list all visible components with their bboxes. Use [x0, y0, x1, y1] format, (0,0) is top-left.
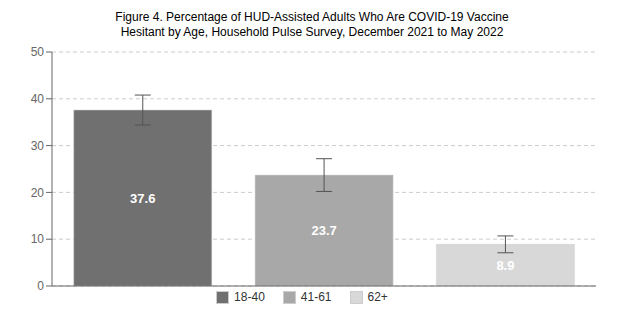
html-text:Figure 4. Percentage of HUD-As: Figure 4. Percentage of HUD-Assisted Adu…	[115, 10, 509, 24]
svg-text:50: 50	[31, 45, 45, 59]
svg-text:0: 0	[37, 279, 44, 293]
html-text:41-61: 41-61	[300, 290, 332, 304]
html-text:62+: 62+	[367, 290, 388, 304]
svg-text:10: 10	[31, 232, 45, 246]
svg-text:37.6: 37.6	[130, 191, 155, 206]
html-text:18-40: 18-40	[234, 290, 265, 304]
svg-text:8.9: 8.9	[496, 258, 514, 273]
svg-text:30: 30	[31, 139, 45, 153]
html-text:Hesitant by Age, Household Pul: Hesitant by Age, Household Pulse Survey,…	[120, 25, 504, 39]
svg-text:20: 20	[31, 186, 45, 200]
svg-text:40: 40	[31, 92, 45, 106]
svg-text:23.7: 23.7	[311, 223, 336, 238]
